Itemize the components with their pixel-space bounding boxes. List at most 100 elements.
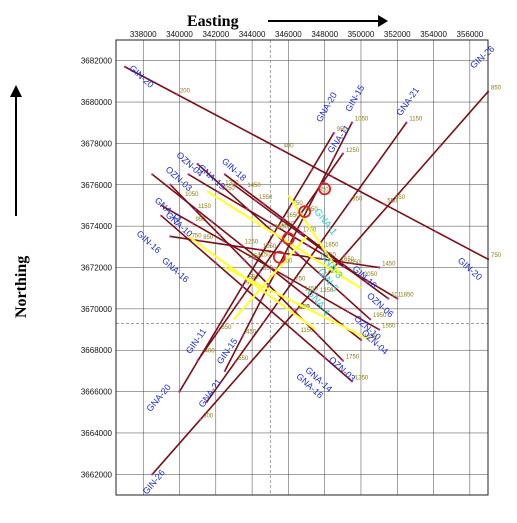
station-marker: [258, 270, 262, 274]
station-label: 1650: [364, 334, 378, 340]
station-label: 1150: [300, 328, 314, 334]
station-marker: [244, 279, 247, 282]
station-label: 1750: [346, 355, 360, 361]
station-marker: [438, 145, 442, 148]
station-marker: [319, 273, 322, 277]
station-marker: [223, 369, 227, 373]
station-marker: [348, 261, 351, 265]
station-marker: [191, 221, 194, 225]
station-marker: [292, 309, 295, 312]
station-marker: [342, 254, 346, 257]
station-label: 1850: [325, 242, 339, 248]
profile-lines: 2004005507503004506508504005507509504506…: [123, 65, 502, 476]
station-marker: [169, 235, 172, 238]
y-tick-label: 3676000: [81, 181, 113, 190]
station-label: 300: [203, 414, 214, 420]
station-marker: [296, 332, 299, 336]
station-label: 450: [246, 329, 257, 335]
station-marker: [348, 201, 351, 204]
station-marker: [306, 244, 310, 247]
station-marker: [310, 168, 313, 172]
x-axis-title: Easting: [187, 13, 239, 30]
station-marker: [377, 266, 381, 269]
y-tick-label: 3672000: [81, 264, 113, 273]
anomaly-markers: [272, 182, 332, 264]
station-marker: [279, 241, 282, 244]
axis-ticks: 338000 340000 342000 344000 346000 348000 3500…: [81, 30, 484, 479]
highlight-segment: [287, 194, 344, 279]
station-label: 1550: [259, 195, 273, 201]
station-label: 750: [192, 233, 203, 239]
y-tick-label: 3670000: [81, 305, 113, 314]
station-marker: [160, 214, 163, 217]
station-marker: [151, 473, 154, 476]
profile-line: [160, 215, 353, 382]
station-marker: [193, 208, 197, 212]
station-marker: [291, 281, 294, 284]
y-axis-title: Northing: [13, 256, 30, 318]
station-label: 101: [391, 293, 402, 299]
station-label: 1250: [245, 239, 259, 245]
station-marker: [276, 216, 280, 219]
station-marker: [160, 204, 163, 207]
highlight-segment: [233, 235, 308, 320]
station-marker: [217, 329, 220, 333]
station-marker: [178, 390, 181, 393]
station-marker: [377, 328, 381, 331]
profile-line: [224, 122, 353, 372]
station-marker: [270, 267, 273, 271]
station-marker: [199, 239, 202, 243]
station-marker: [317, 334, 320, 337]
station-marker: [196, 359, 199, 362]
station-marker: [318, 257, 321, 260]
station-label: 1750: [324, 269, 338, 275]
x-tick-label: 348000: [311, 30, 338, 39]
station-label: 750: [295, 276, 306, 282]
station-marker: [288, 205, 291, 209]
station-marker: [329, 315, 333, 318]
station-label: 650: [395, 195, 406, 201]
x-tick-label: 354000: [420, 30, 447, 39]
station-marker: [259, 298, 263, 302]
station-marker: [396, 297, 399, 300]
station-label: 1050: [263, 244, 277, 250]
station-marker: [386, 297, 390, 300]
y-tick-label: 3674000: [81, 222, 113, 231]
station-marker: [234, 360, 237, 364]
station-label: 200: [180, 88, 191, 94]
station-marker: [199, 418, 202, 421]
station-marker: [346, 310, 350, 314]
station-marker: [240, 244, 243, 247]
station-marker: [237, 300, 241, 303]
station-label: 950: [195, 217, 206, 223]
x-tick-label: 340000: [166, 30, 193, 39]
plot-frame: [115, 39, 489, 496]
station-marker: [350, 121, 354, 124]
profile-line: [224, 173, 362, 279]
station-marker: [294, 309, 298, 312]
station-marker: [254, 199, 258, 203]
station-marker: [279, 148, 282, 151]
station-marker: [278, 263, 281, 266]
station-label: 1850: [400, 293, 414, 299]
station-marker: [284, 275, 287, 278]
profile-line: [169, 184, 344, 362]
anomaly-circle: [318, 182, 332, 196]
station-marker: [258, 248, 262, 251]
station-label: 1650: [341, 257, 355, 263]
station-marker: [218, 233, 221, 237]
station-marker: [253, 257, 256, 260]
x-tick-label: 352000: [384, 30, 411, 39]
station-label: 1450: [304, 287, 318, 293]
station-marker: [276, 226, 280, 229]
station-label: 1250: [346, 148, 360, 154]
station-marker: [247, 363, 250, 367]
y-tick-label: 3682000: [81, 57, 113, 66]
highlight-segment: [187, 235, 317, 331]
station-label: 850: [203, 235, 214, 241]
north-arrow-icon: [10, 85, 22, 216]
station-label: 1550: [275, 225, 289, 231]
station-label: 1550: [382, 324, 396, 330]
station-label: 1650: [286, 213, 300, 219]
